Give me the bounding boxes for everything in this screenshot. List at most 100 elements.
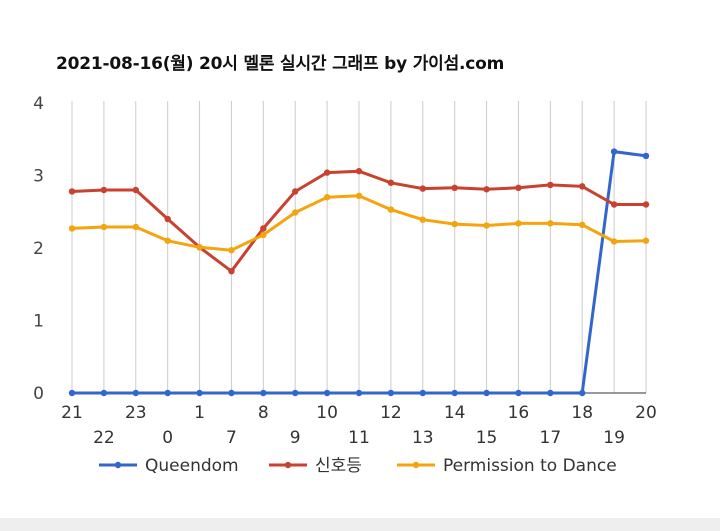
data-point [387,389,395,397]
legend-label: Permission to Dance [443,456,617,476]
x-tick-label: 22 [93,428,115,448]
x-tick-label: 11 [348,428,370,448]
data-point [355,389,363,397]
data-point [68,188,76,195]
data-point [100,389,108,397]
data-point [100,186,108,194]
series-Permission to Dance [68,192,650,254]
data-point [292,188,299,195]
data-point [68,389,76,397]
series-lines [68,148,650,397]
data-point [547,181,554,189]
data-point [387,206,395,213]
legend-swatch-dot [114,461,122,469]
data-point [387,179,395,186]
x-tick-label: 0 [162,428,173,448]
x-tick-label: 10 [316,403,338,423]
data-point [292,389,299,397]
data-point [228,389,235,397]
data-point [642,201,650,208]
data-point [483,389,490,397]
series-신호등 [68,167,650,275]
data-point [451,220,458,228]
data-point [132,389,139,397]
data-point [164,215,171,223]
data-point [547,389,554,397]
x-tick-label: 15 [476,428,498,448]
x-tick-label: 12 [380,403,402,423]
data-point [642,152,650,160]
data-point [547,220,554,227]
bottom-strip [0,518,720,531]
chart-title: 2021-08-16(월) 20시 멜론 실시간 그래프 by 가이섬.com [56,54,505,74]
data-point [68,225,76,232]
legend-label: Queendom [145,456,239,476]
data-point [515,220,522,227]
data-point [579,183,586,190]
data-point [228,246,235,254]
data-point [610,238,618,245]
y-tick-label: 3 [33,167,44,187]
x-tick-label: 13 [412,428,434,448]
data-point [355,192,363,199]
legend-swatch-dot [412,461,420,469]
legend: Queendom 신호등 Permission to Dance [99,456,617,476]
legend-label: 신호등 [315,456,362,476]
x-tick-label: 23 [125,403,147,423]
data-point [579,221,586,228]
x-tick-label: 9 [290,428,301,448]
data-point [260,389,267,397]
data-point [515,389,522,397]
x-tick-label: 14 [444,403,466,423]
x-tick-label: 8 [258,403,269,423]
data-point [260,225,267,232]
data-point [196,244,203,251]
legend-entry: Permission to Dance [397,456,617,476]
legend-entry: 신호등 [269,456,362,476]
y-tick-label: 2 [33,239,44,259]
data-point [610,201,618,208]
x-tick-label: 7 [226,428,237,448]
data-point [579,389,586,397]
data-point [451,184,458,192]
data-point [323,389,331,397]
data-point [323,169,331,176]
x-tick-label: 21 [61,403,83,423]
data-point [100,223,108,231]
y-tick-label: 4 [33,94,44,114]
series-Queendom [68,148,650,397]
data-point [419,216,426,223]
data-point [164,389,171,397]
y-tick-label: 0 [33,384,44,404]
data-point [483,222,490,229]
data-point [451,389,458,397]
x-tick-label: 16 [508,403,530,423]
data-point [355,167,363,175]
data-point [132,223,139,231]
y-tick-label: 1 [33,312,44,332]
x-tick-label: 19 [603,428,625,448]
data-point [483,186,490,193]
data-point [260,231,267,239]
data-point [292,209,299,216]
data-point [228,268,235,275]
data-point [132,186,139,194]
data-point [610,148,618,155]
y-axis-tick-labels: 0 1 2 3 4 [33,94,44,404]
data-point [323,194,331,201]
data-point [419,185,426,192]
x-tick-label: 1 [194,403,205,423]
x-tick-label: 18 [571,403,593,423]
gridlines [71,101,647,394]
data-point [196,389,203,397]
data-point [642,237,650,244]
data-point [515,184,522,192]
data-point [164,237,171,244]
legend-swatch-dot [284,461,292,469]
data-point [419,389,426,397]
x-tick-label: 20 [635,403,657,423]
x-tick-label: 17 [540,428,562,448]
legend-entry: Queendom [99,456,239,476]
